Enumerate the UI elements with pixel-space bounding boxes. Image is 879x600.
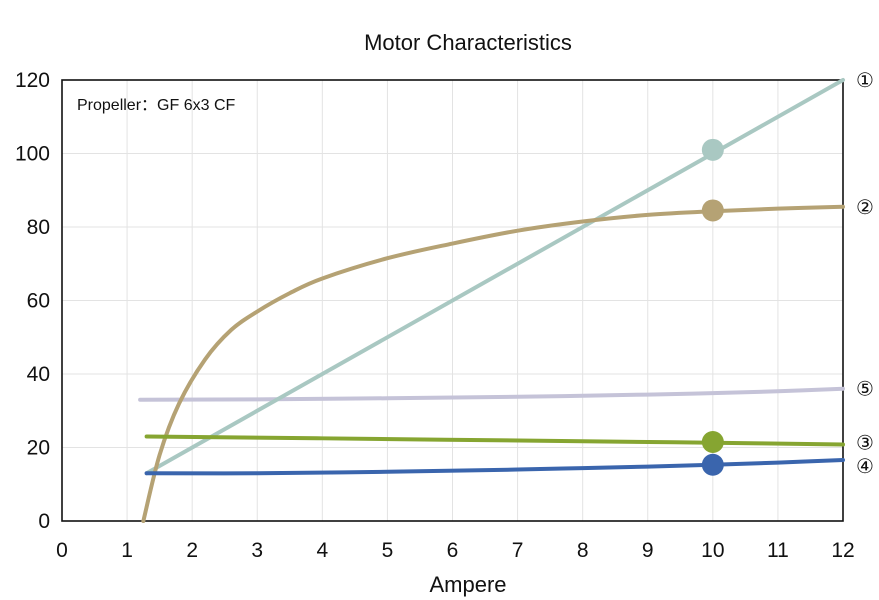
series-label-4: ④ [856, 454, 874, 478]
series-label-5: ⑤ [856, 377, 874, 401]
y-tick-label: 100 [15, 143, 50, 166]
series-line-5 [138, 386, 845, 402]
x-tick-label: 6 [447, 539, 459, 562]
series-marker-3 [701, 430, 724, 453]
x-axis-label: Ampere [429, 572, 506, 597]
series-line-3 [144, 434, 845, 447]
x-tick-label: 0 [56, 539, 68, 562]
series-line-4 [144, 457, 845, 476]
x-tick-label: 7 [512, 539, 524, 562]
y-tick-label: 80 [27, 216, 50, 239]
x-tick-label: 11 [767, 539, 789, 562]
y-tick-label: 40 [27, 363, 50, 386]
series-lines [138, 78, 845, 523]
series-label-2: ② [856, 195, 874, 219]
x-tick-label: 1 [121, 539, 133, 562]
chart-title: Motor Characteristics [364, 30, 572, 55]
series-marker-2 [701, 199, 724, 222]
x-tick-label: 8 [577, 539, 589, 562]
series-markers [701, 138, 724, 476]
series-label-1: ① [856, 68, 874, 92]
series-line-1 [144, 78, 845, 476]
series-labels: ① ② ③④ ⑤ [856, 68, 874, 478]
y-tick-label: 0 [38, 510, 50, 533]
x-tick-labels: 0 1 2 3 4 5 6 7 8 9 10 11 12 [56, 539, 855, 562]
x-tick-label: 4 [316, 539, 328, 562]
plot-frame [61, 79, 844, 522]
x-tick-label: 3 [251, 539, 263, 562]
x-tick-label: 5 [382, 539, 394, 562]
y-tick-labels: 0 20 40 60 80 100 120 [15, 69, 50, 533]
x-tick-label: 10 [701, 539, 724, 562]
series-line-2 [141, 204, 845, 523]
propeller-note: Propeller：GF 6x3 CF [77, 97, 235, 114]
series-marker-4 [701, 453, 724, 476]
x-tick-label: 2 [186, 539, 198, 562]
x-tick-label: 9 [642, 539, 654, 562]
series-marker-1 [701, 138, 724, 161]
y-tick-label: 60 [27, 290, 50, 313]
y-tick-label: 120 [15, 69, 50, 92]
series-label-3: ③ [856, 431, 874, 455]
y-tick-label: 20 [27, 437, 50, 460]
x-tick-label: 12 [831, 539, 854, 562]
